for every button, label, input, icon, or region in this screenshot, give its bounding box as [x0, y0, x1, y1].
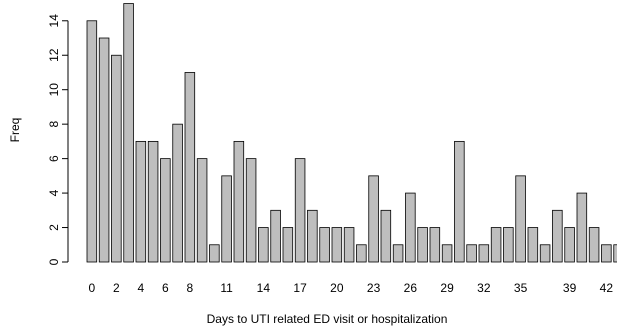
bar-22	[356, 244, 367, 263]
bar-19	[319, 227, 330, 263]
x-tick-label: 8	[187, 281, 194, 295]
bars	[86, 3, 617, 263]
bar-2	[111, 54, 122, 263]
bar-20	[331, 227, 343, 263]
x-tick-label: 0	[89, 281, 96, 295]
x-tick-label: 4	[138, 281, 145, 295]
x-tick-label: 11	[220, 281, 233, 295]
bar-23	[368, 175, 379, 263]
bar-33	[490, 227, 502, 263]
bar-37	[539, 244, 551, 263]
x-tick-label: 32	[477, 281, 491, 295]
bar-25	[392, 244, 404, 263]
y-tick-label: 2	[47, 224, 61, 231]
x-tick-label: 6	[162, 281, 169, 295]
bar-4	[135, 140, 147, 263]
x-axis-label: Days to UTI related ED visit or hospital…	[207, 312, 448, 326]
bar-27	[417, 227, 428, 263]
bar-40	[576, 192, 588, 263]
x-tick-label: 14	[257, 281, 271, 295]
bar-32	[478, 244, 490, 263]
bar-1	[98, 37, 110, 263]
bar-16	[282, 227, 294, 263]
x-tick-label: 20	[330, 281, 344, 295]
y-tick-label: 10	[47, 83, 61, 97]
bar-18	[307, 209, 318, 263]
bar-42	[601, 244, 612, 263]
x-tick-label: 39	[563, 281, 577, 295]
bar-30	[454, 140, 465, 263]
bar-14	[258, 227, 269, 263]
y-tick-label: 14	[47, 14, 61, 28]
x-tick-label: 23	[367, 281, 381, 295]
bar-26	[405, 192, 416, 263]
bar-35	[515, 175, 526, 263]
bar-11	[221, 175, 232, 263]
bar-5	[147, 140, 159, 263]
bar-38	[552, 209, 563, 263]
bar-3	[123, 3, 134, 263]
bar-29	[441, 244, 453, 263]
bar-15	[270, 209, 281, 263]
x-tick-label: 2	[113, 281, 120, 295]
bar-36	[527, 227, 539, 263]
bar-41	[588, 227, 600, 263]
y-tick-label: 8	[47, 121, 61, 128]
bar-0	[86, 20, 98, 263]
bar-28	[429, 227, 441, 263]
x-tick-label: 17	[293, 281, 307, 295]
bar-17	[294, 158, 306, 263]
y-tick-label: 4	[47, 189, 61, 196]
bar-6	[160, 158, 171, 263]
x-axis-ticks: 02468111417202326293235394245485260	[89, 281, 614, 295]
x-tick-label: 35	[514, 281, 528, 295]
bar-31	[466, 244, 477, 263]
bar-9	[196, 158, 208, 263]
bar-7	[172, 123, 183, 263]
bar-13	[245, 158, 257, 263]
bar-24	[380, 209, 392, 263]
bar-8	[184, 72, 196, 263]
y-tick-label: 0	[47, 258, 61, 265]
bar-43	[613, 244, 617, 263]
x-tick-label: 26	[404, 281, 418, 295]
y-axis: 0 2 4 6 8 10 12 14	[47, 14, 69, 265]
bar-10	[209, 244, 220, 263]
y-axis-label: Freq	[8, 118, 22, 143]
bar-34	[503, 227, 514, 263]
bar-21	[343, 227, 355, 263]
bar-12	[233, 140, 245, 263]
y-tick-label: 12	[47, 48, 61, 62]
y-tick-label: 6	[47, 155, 61, 162]
x-tick-label: 29	[440, 281, 454, 295]
x-tick-label: 42	[600, 281, 614, 295]
bar-39	[564, 227, 575, 263]
